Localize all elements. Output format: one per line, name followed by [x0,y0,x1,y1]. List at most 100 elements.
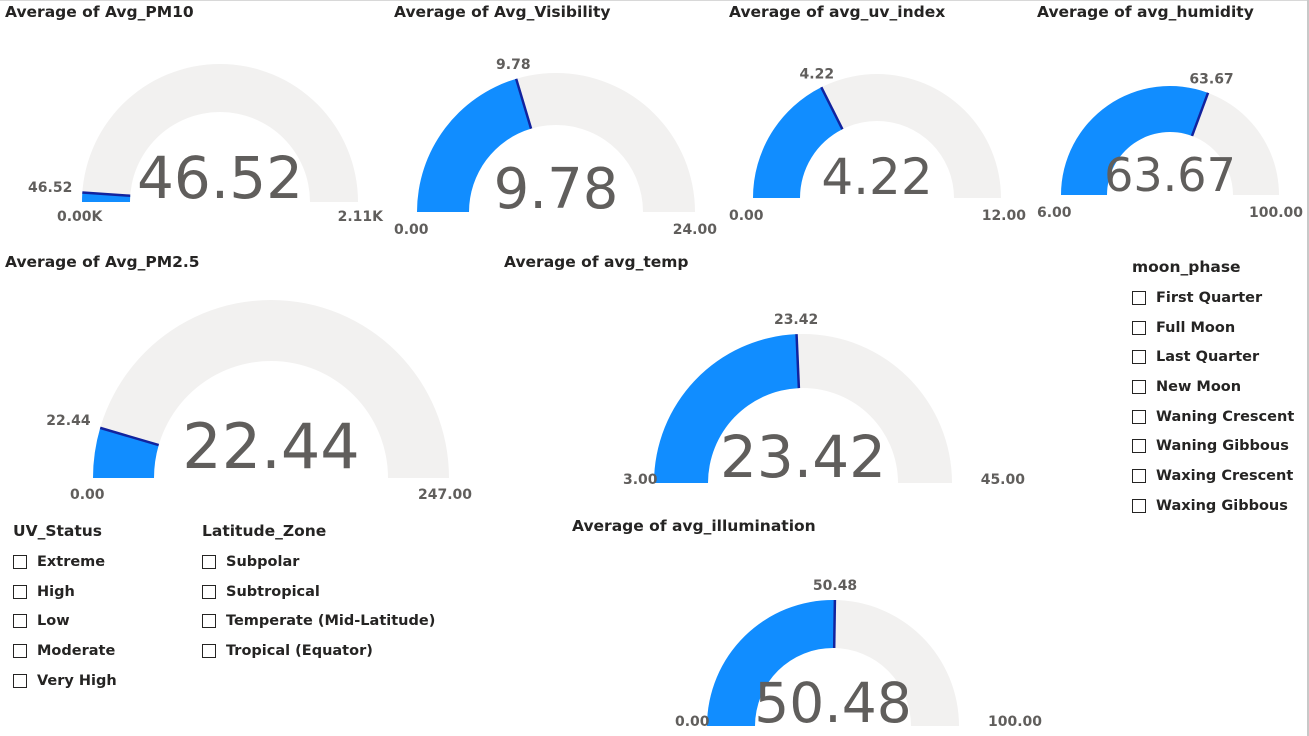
gauge-title: Average of avg_temp [504,253,689,271]
gauge-min-label: 0.00 [70,487,105,503]
gauge-avg-uv-index[interactable]: Average of avg_uv_index 4.22 4.22 0.00 12.0… [729,3,1029,228]
slicer-item-full-moon[interactable]: Full Moon [1132,313,1294,343]
gauge-value-marker [82,191,131,198]
gauge-title: Average of Avg_PM10 [5,3,194,21]
gauge-avg-pm10[interactable]: Average of Avg_PM10 46.52 46.52 0.00K 2.11K [5,3,390,233]
slicer-item-waning-crescent[interactable]: Waning Crescent [1132,402,1294,432]
gauge-fill [707,600,835,726]
gauge-fill [654,334,799,483]
gauge-value-label: 50.48 [813,578,857,594]
gauge-value-marker [832,599,837,649]
slicer-item-label: Waning Crescent [1156,408,1295,425]
gauge-max-label: 24.00 [673,222,718,238]
slicer-item-label: Temperate (Mid-Latitude) [226,613,436,630]
slicer-item-label: Last Quarter [1156,349,1260,366]
slicer-title: Latitude_Zone [202,522,327,540]
slicer-item-label: Waxing Crescent [1156,467,1294,484]
gauge-center-value: 46.52 [137,144,303,212]
gauge-center-value: 4.22 [821,148,932,206]
checkbox[interactable] [202,584,216,599]
checkbox[interactable] [202,643,216,658]
slicer-item-label: Full Moon [1156,319,1236,336]
gauge-avg-visibility[interactable]: Average of Avg_Visibility 9.78 9.78 0.00 24… [394,3,724,238]
slicer-item-extreme[interactable]: Extreme [13,547,117,577]
gauge-chart: 63.67 63.67 6.00 100.00 [1037,71,1303,221]
slicer-item-last-quarter[interactable]: Last Quarter [1132,342,1294,372]
checkbox[interactable] [202,554,216,569]
canvas-scrollbar-edge [1307,0,1309,736]
gauge-value-label: 9.78 [496,57,531,73]
gauge-value-marker [514,78,533,130]
slicer-item-label: Moderate [37,642,116,659]
gauge-title: Average of avg_humidity [1037,3,1254,21]
slicer-item-waxing-crescent[interactable]: Waxing Crescent [1132,461,1294,491]
slicer-moon-phase: moon_phase First Quarter Full Moon Last … [1132,258,1294,521]
gauge-value-label: 4.22 [800,66,835,82]
checkbox[interactable] [1132,468,1146,483]
gauge-chart: 9.78 9.78 0.00 24.00 [394,57,718,238]
slicer-latitude-zone: Latitude_Zone Subpolar Subtropical Tempe… [202,522,435,666]
gauge-center-value: 9.78 [494,157,619,222]
gauge-min-label: 0.00K [57,209,104,225]
slicer-item-subpolar[interactable]: Subpolar [202,547,435,577]
checkbox[interactable] [13,673,27,688]
slicer-item-label: Extreme [37,553,106,570]
gauge-title: Average of Avg_Visibility [394,3,611,21]
checkbox[interactable] [1132,379,1146,394]
slicer-item-low[interactable]: Low [13,606,117,636]
gauge-value-label: 63.67 [1189,71,1233,87]
slicer-item-first-quarter[interactable]: First Quarter [1132,283,1294,313]
checkbox[interactable] [13,554,27,569]
checkbox[interactable] [13,614,27,629]
slicer-title: moon_phase [1132,258,1241,276]
gauge-chart: 46.52 46.52 0.00K 2.11K [28,64,385,225]
gauge-avg-humidity[interactable]: Average of avg_humidity 63.67 63.67 6.00 10… [1037,3,1305,228]
slicer-item-label: Subtropical [226,583,320,600]
slicer-item-label: High [37,583,75,600]
gauge-avg-temp[interactable]: Average of avg_temp 23.42 23.42 3.00 45.00 [504,253,1034,493]
slicer-item-label: First Quarter [1156,289,1263,306]
checkbox[interactable] [13,584,27,599]
gauge-chart: 4.22 4.22 0.00 12.00 [729,66,1026,224]
slicer-uv-status: UV_Status Extreme High Low Moderate Very… [13,522,117,695]
slicer-item-label: Tropical (Equator) [226,642,373,659]
slicer-item-label: Waxing Gibbous [1156,497,1288,514]
gauge-max-label: 100.00 [988,714,1042,730]
slicer-item-temperate[interactable]: Temperate (Mid-Latitude) [202,606,435,636]
gauge-title: Average of avg_illumination [572,517,816,535]
checkbox[interactable] [1132,439,1146,454]
checkbox[interactable] [1132,290,1146,305]
slicer-item-label: Very High [37,672,117,689]
checkbox[interactable] [1132,320,1146,335]
gauge-center-value: 23.42 [720,423,886,491]
gauge-chart: 22.44 22.44 0.00 247.00 [46,300,472,503]
checkbox[interactable] [1132,350,1146,365]
checkbox[interactable] [1132,409,1146,424]
gauge-max-label: 2.11K [338,209,385,225]
slicer-item-waxing-gibbous[interactable]: Waxing Gibbous [1132,491,1294,521]
gauge-max-label: 100.00 [1249,205,1303,221]
slicer-item-very-high[interactable]: Very High [13,666,117,696]
gauge-min-label: 0.00 [675,714,710,730]
gauge-max-label: 45.00 [981,472,1026,488]
gauge-fill [82,192,131,202]
checkbox[interactable] [1132,498,1146,513]
gauge-avg-pm25[interactable]: Average of Avg_PM2.5 22.44 22.44 0.00 247.0… [5,253,480,508]
gauge-center-value: 22.44 [182,410,360,483]
slicer-item-subtropical[interactable]: Subtropical [202,577,435,607]
gauge-value-marker [820,86,844,130]
slicer-item-waning-gibbous[interactable]: Waning Gibbous [1132,431,1294,461]
slicer-item-high[interactable]: High [13,577,117,607]
checkbox[interactable] [202,614,216,629]
slicer-item-moderate[interactable]: Moderate [13,636,117,666]
gauge-track [93,300,449,478]
gauge-min-label: 6.00 [1037,205,1072,221]
checkbox[interactable] [13,643,27,658]
slicer-item-label: Subpolar [226,553,300,570]
slicer-item-tropical[interactable]: Tropical (Equator) [202,636,435,666]
slicer-item-new-moon[interactable]: New Moon [1132,372,1294,402]
gauge-avg-illumination[interactable]: Average of avg_illumination 50.48 50.48 0.… [572,517,1052,736]
gauge-value-marker [795,334,801,389]
gauge-min-label: 0.00 [394,222,429,238]
gauge-max-label: 247.00 [418,487,472,503]
